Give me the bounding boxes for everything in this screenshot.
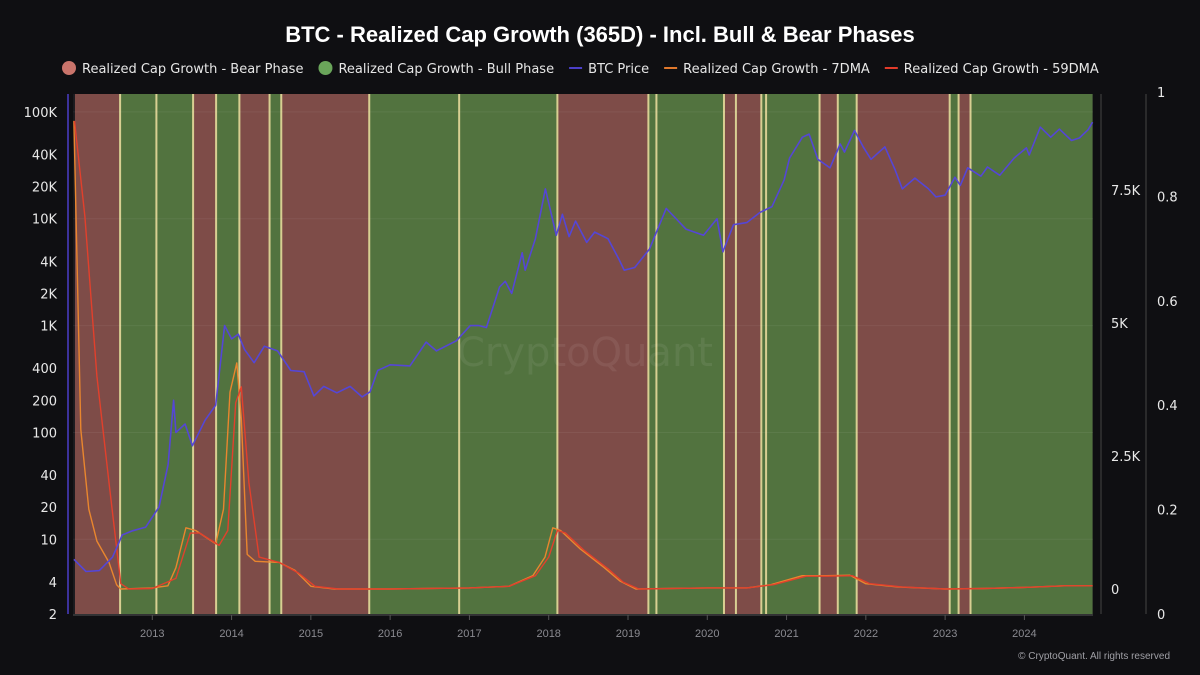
series-lines (73, 120, 1094, 590)
copyright: © CryptoQuant. All rights reserved (1018, 651, 1170, 662)
bear-phase-band (723, 94, 736, 614)
bear-phase-band (74, 94, 121, 614)
bear-phase-band (958, 94, 971, 614)
growth-tick-label: 7.5K (1111, 184, 1141, 199)
legend-label: Realized Cap Growth - 7DMA (683, 62, 870, 77)
price-tick-label: 100 (32, 426, 57, 441)
phase-tick-label: 0.4 (1157, 399, 1178, 414)
growth-tick-label: 2.5K (1111, 450, 1141, 465)
bear-phase-band (281, 94, 370, 614)
bear-phase-band (856, 94, 950, 614)
price-tick-label: 10 (40, 533, 57, 548)
phase-bands (73, 94, 1093, 614)
growth-tick-label: 5K (1111, 317, 1128, 332)
bull-phase-band (970, 94, 1093, 614)
bear-phase-band (819, 94, 838, 614)
x-tick-label: 2017 (457, 628, 481, 640)
bull-phase-band (949, 94, 959, 614)
watermark: CryptoQuant (457, 330, 713, 376)
price-tick-label: 2 (49, 608, 57, 623)
price-tick-label: 4 (49, 576, 57, 591)
x-tick-label: 2019 (616, 628, 640, 640)
price-tick-label: 400 (32, 362, 57, 377)
legend-item: Realized Cap Growth - Bull Phase (318, 61, 554, 77)
bear-phase-band (557, 94, 649, 614)
legend-swatch-circle (62, 61, 76, 75)
phase-tick-label: 0.6 (1157, 295, 1178, 310)
legend-label: Realized Cap Growth - Bull Phase (338, 62, 554, 77)
axes: 100K40K20K10K4K2K1K4002001004020104202.5… (24, 86, 1178, 640)
price-tick-label: 10K (32, 213, 58, 228)
bull-phase-band (459, 94, 558, 614)
price-tick-label: 20 (40, 501, 57, 516)
price-tick-label: 2K (40, 287, 57, 302)
legend-item: Realized Cap Growth - 59DMA (884, 62, 1099, 77)
legend-label: Realized Cap Growth - Bear Phase (82, 62, 303, 77)
legend-swatch-circle (318, 61, 333, 75)
legend-item: Realized Cap Growth - 7DMA (664, 62, 870, 77)
growth-tick-label: 0 (1111, 583, 1119, 598)
price-tick-label: 100K (24, 106, 58, 121)
phase-tick-label: 0.2 (1157, 504, 1178, 519)
x-tick-label: 2023 (933, 628, 957, 640)
x-tick-label: 2018 (536, 628, 560, 640)
x-tick-label: 2022 (854, 628, 878, 640)
bear-phase-band (735, 94, 762, 614)
chart-title: BTC - Realized Cap Growth (365D) - Incl.… (285, 22, 915, 47)
gridlines (73, 111, 1093, 540)
price-tick-label: 200 (32, 394, 57, 409)
bull-phase-band (120, 94, 157, 614)
legend-item: BTC Price (569, 62, 649, 77)
bull-phase-band (269, 94, 282, 614)
series-line-btc-price (73, 121, 1094, 573)
bear-phase-band (193, 94, 217, 614)
phase-tick-label: 0 (1157, 608, 1165, 623)
x-tick-label: 2014 (219, 628, 243, 640)
bull-phase-band (648, 94, 657, 614)
bull-phase-band (656, 94, 724, 614)
bear-phase-band (239, 94, 270, 614)
x-tick-label: 2013 (140, 628, 164, 640)
x-tick-label: 2024 (1012, 628, 1036, 640)
price-tick-label: 40 (40, 469, 57, 484)
bull-phase-band (761, 94, 767, 614)
price-tick-label: 40K (32, 148, 58, 163)
price-tick-label: 20K (32, 181, 58, 196)
legend-label: BTC Price (588, 62, 649, 77)
bull-phase-band (837, 94, 857, 614)
legend-item: Realized Cap Growth - Bear Phase (62, 61, 303, 77)
x-tick-label: 2020 (695, 628, 719, 640)
series-line-59dma (73, 120, 1093, 590)
legend: Realized Cap Growth - Bear Phase Realized… (62, 61, 1099, 77)
price-tick-label: 1K (40, 320, 57, 335)
bull-phase-band (766, 94, 820, 614)
phase-tick-label: 0.8 (1157, 190, 1178, 205)
legend-label: Realized Cap Growth - 59DMA (904, 62, 1099, 77)
x-tick-label: 2021 (774, 628, 798, 640)
bull-phase-band (216, 94, 240, 614)
phase-tick-label: 1 (1157, 86, 1165, 101)
price-tick-label: 4K (40, 255, 57, 270)
bull-phase-band (156, 94, 194, 614)
x-tick-label: 2015 (299, 628, 323, 640)
bull-phase-band (369, 94, 460, 614)
x-tick-label: 2016 (378, 628, 402, 640)
